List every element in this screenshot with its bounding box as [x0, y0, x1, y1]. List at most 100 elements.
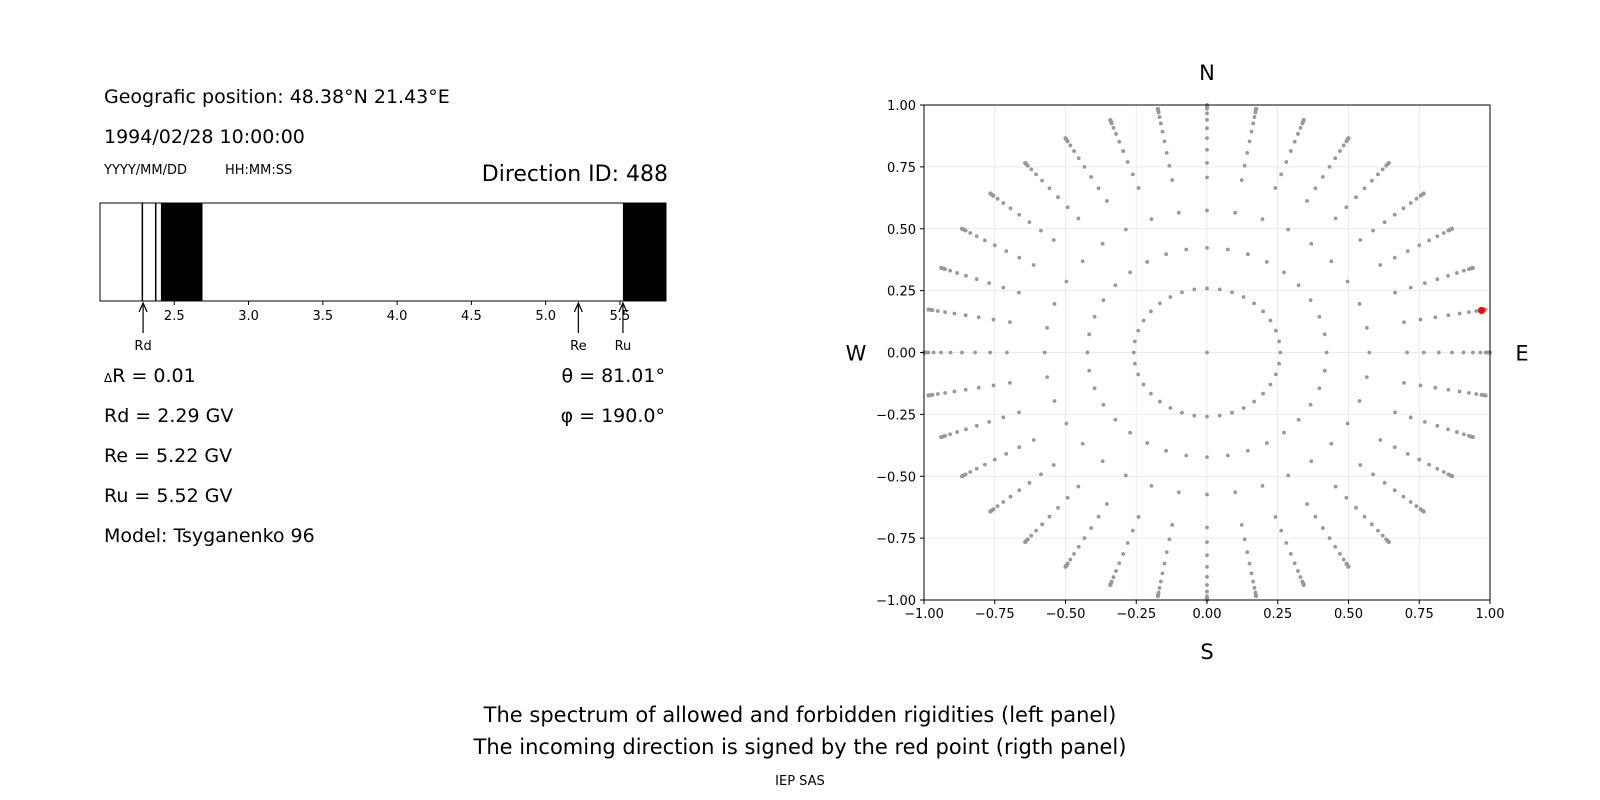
direction-grid-point	[1376, 172, 1380, 177]
direction-grid-point	[1008, 206, 1013, 211]
direction-grid-point	[1160, 571, 1165, 576]
direction-grid-point	[1252, 586, 1257, 590]
direction-grid-point	[1252, 399, 1256, 404]
direction-grid-point	[991, 383, 996, 388]
direction-grid-point	[1421, 191, 1426, 196]
direction-grid-point	[1457, 311, 1462, 316]
direction-grid-point	[1156, 594, 1160, 598]
direction-grid-point	[1076, 544, 1081, 549]
direction-grid-point	[1268, 318, 1273, 323]
delta-r-value: ΔR = 0.01	[104, 365, 196, 387]
direction-grid-point	[1264, 260, 1269, 264]
direction-grid-point	[1114, 569, 1118, 573]
direction-grid-point	[1164, 252, 1168, 257]
direction-grid-point	[1454, 430, 1459, 434]
direction-grid-point	[1082, 536, 1087, 541]
direction-grid-point	[1364, 375, 1369, 380]
direction-grid-point	[1047, 514, 1052, 519]
spectrum-frame	[99, 202, 667, 302]
direction-grid-point	[1427, 238, 1432, 243]
marker-label-re: Re	[570, 339, 586, 354]
caption-line-2: The incoming direction is signed by the …	[473, 735, 1127, 759]
x-tick-label: 0.75	[1405, 607, 1434, 622]
datetime: 1994/02/28 10:00:00	[104, 126, 305, 148]
direction-grid-point	[1180, 290, 1184, 295]
direction-grid-point	[1052, 302, 1057, 306]
x-tick-label: −0.25	[1116, 607, 1156, 622]
direction-grid-point	[1478, 350, 1483, 355]
direction-grid-point	[1260, 217, 1265, 222]
y-tick-label: 0.25	[887, 285, 916, 300]
direction-grid-point	[1273, 372, 1278, 377]
direction-grid-point	[1042, 350, 1047, 355]
direction-grid-point	[1260, 483, 1265, 488]
direction-grid-point	[1164, 150, 1169, 155]
direction-grid-point	[1338, 149, 1342, 153]
direction-grid-point	[1450, 350, 1454, 355]
direction-grid-point	[1008, 320, 1012, 325]
direction-grid-point	[1017, 212, 1022, 217]
direction-grid-point	[1466, 390, 1471, 395]
direction-grid-point	[1435, 423, 1440, 428]
direction-grid-point	[1281, 270, 1286, 275]
direction-grid-point	[1369, 178, 1374, 183]
direction-grid-point	[1264, 441, 1269, 445]
direction-grid-point	[1422, 419, 1427, 424]
marker-arrowhead-rd	[138, 301, 148, 313]
direction-grid-point	[1130, 172, 1135, 177]
direction-grid-point	[948, 268, 953, 273]
model-name: Model: Tsyganenko 96	[104, 525, 315, 547]
direction-grid-point	[1251, 579, 1256, 584]
x-tick-label: 0.50	[1334, 607, 1363, 622]
direction-grid-point	[1405, 451, 1410, 456]
direction-grid-point	[1327, 164, 1332, 169]
direction-grid-point	[1225, 453, 1230, 458]
direction-grid-point	[1386, 161, 1391, 165]
direction-grid-point	[1241, 295, 1246, 299]
direction-grid-point	[1149, 217, 1154, 222]
direction-grid-point	[1470, 266, 1475, 270]
direction-grid-point	[1402, 320, 1406, 325]
direction-grid-point	[1108, 582, 1113, 587]
direction-grid-point	[1040, 522, 1045, 527]
direction-grid-point	[1247, 561, 1252, 566]
direction-grid-point	[1309, 241, 1314, 246]
direction-grid-point	[1288, 552, 1293, 556]
direction-grid-point	[1029, 533, 1034, 538]
caption-line-1: The spectrum of allowed and forbidden ri…	[483, 703, 1117, 727]
direction-grid-point	[1321, 175, 1325, 179]
direction-grid-point	[1001, 201, 1006, 205]
direction-grid-point	[1296, 417, 1301, 422]
compass-west-label: W	[846, 342, 867, 366]
direction-grid-point	[1136, 186, 1141, 190]
direction-grid-point	[1380, 533, 1385, 538]
direction-grid-point	[1292, 561, 1297, 566]
direction-grid-point	[1125, 160, 1130, 164]
direction-grid-point	[987, 419, 992, 424]
direction-grid-point	[1313, 514, 1318, 519]
direction-grid-point	[1136, 328, 1141, 333]
direction-grid-point	[1167, 537, 1172, 542]
direction-grid-point	[974, 277, 979, 282]
direction-grid-point	[1284, 541, 1289, 545]
direction-grid-point	[1393, 290, 1397, 295]
direction-grid-point	[1446, 387, 1451, 392]
direction-grid-point	[935, 392, 940, 396]
direction-grid-point	[1101, 402, 1106, 407]
direction-grid-point	[931, 350, 936, 355]
direction-grid-point	[963, 313, 968, 318]
direction-grid-point	[1298, 125, 1303, 130]
direction-grid-point	[995, 196, 1000, 201]
direction-grid-point	[1125, 541, 1130, 545]
direction-grid-point	[1362, 186, 1367, 191]
direction-grid-point	[1205, 553, 1209, 558]
direction-grid-point	[1145, 260, 1150, 264]
direction-grid-point	[1401, 206, 1406, 211]
direction-grid-point	[963, 387, 968, 392]
direction-grid-point	[1148, 391, 1153, 396]
compass-south-label: S	[1200, 640, 1213, 664]
direction-grid-point	[926, 393, 931, 398]
y-tick-label: −0.75	[876, 532, 916, 547]
direction-grid-point	[1100, 459, 1105, 464]
direction-grid-point	[960, 350, 964, 355]
